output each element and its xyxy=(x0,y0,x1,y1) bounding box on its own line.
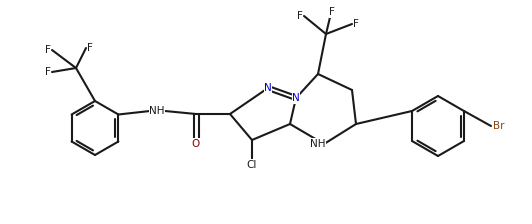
Text: Cl: Cl xyxy=(247,160,257,170)
Text: NH: NH xyxy=(149,106,165,116)
Text: F: F xyxy=(353,19,359,29)
Text: F: F xyxy=(45,67,51,77)
Text: O: O xyxy=(192,139,200,149)
Text: Br: Br xyxy=(493,121,505,131)
Text: F: F xyxy=(329,7,335,17)
Text: F: F xyxy=(45,45,51,55)
Text: N: N xyxy=(264,83,272,93)
Text: N: N xyxy=(292,93,300,103)
Text: F: F xyxy=(87,43,93,53)
Text: F: F xyxy=(297,11,303,21)
Text: NH: NH xyxy=(310,139,326,149)
